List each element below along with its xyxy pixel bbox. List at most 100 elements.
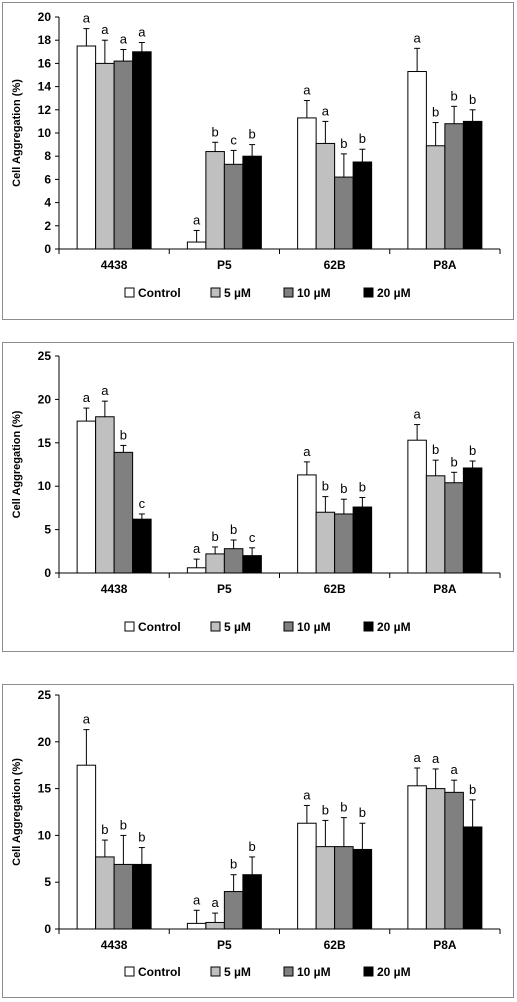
significance-letter: b [212, 529, 219, 544]
significance-letter: a [83, 390, 91, 405]
significance-letter: b [340, 136, 347, 151]
chart-3: 0 5 10 15 20 25 Cell Aggregation (%) 4438 P5 62B P… [11, 688, 501, 979]
y-tick-label: 14 [38, 80, 52, 94]
significance-letter: a [451, 762, 459, 777]
y-tick-label: 5 [44, 875, 51, 889]
significance-letter: b [451, 454, 458, 469]
significance-letter: a [303, 83, 311, 98]
x-tick-label: P8A [433, 258, 457, 272]
bar [186, 922, 207, 930]
legend-swatch [363, 621, 374, 632]
y-tick-label: 10 [38, 126, 52, 140]
bar [113, 451, 134, 574]
y-tick-label: 20 [38, 10, 52, 24]
bar [407, 785, 427, 930]
bar [95, 856, 115, 930]
x-tick-label: 4438 [101, 938, 128, 952]
y-tick-label: 15 [38, 436, 52, 450]
bar [76, 45, 97, 250]
chart-2: 0 5 10 15 20 25 Cell Aggregation (%) 4438 P5 62B P… [11, 349, 501, 634]
bar [297, 822, 317, 930]
significance-letter: b [432, 105, 439, 120]
bar [315, 846, 336, 930]
significance-letter: b [322, 802, 329, 817]
legend-label: 10 µM [297, 965, 331, 979]
bar [132, 863, 152, 930]
bar [223, 891, 244, 930]
significance-letter: a [83, 712, 91, 727]
significance-letter: c [249, 530, 256, 545]
chart-panel-3: 0 5 10 15 20 25 Cell Aggregation (%) 4438 P5 62B P… [2, 684, 514, 998]
significance-letter: a [303, 444, 311, 459]
bar [132, 51, 152, 250]
bar [297, 117, 317, 250]
bar [205, 921, 225, 930]
bar [444, 791, 464, 930]
legend-swatch [283, 287, 294, 298]
bar [444, 123, 464, 250]
y-tick-label: 5 [44, 523, 51, 537]
bar [76, 420, 97, 574]
bar [444, 482, 464, 574]
bar [223, 163, 244, 250]
legend-swatch [124, 966, 135, 977]
chart-1: 0 2 4 6 8 10 12 14 16 18 20 Cell Aggregation (%) 443… [11, 10, 501, 300]
x-tick-label: 4438 [101, 582, 128, 596]
bar [462, 120, 483, 250]
bar [425, 475, 446, 574]
significance-letter: a [212, 895, 220, 910]
bar [334, 513, 354, 574]
bar [186, 567, 207, 574]
y-tick-label: 18 [38, 33, 52, 47]
significance-letter: a [138, 25, 146, 40]
legend-label: Control [138, 620, 181, 634]
bar [223, 548, 244, 574]
significance-letter: b [138, 830, 145, 845]
bar [315, 511, 336, 574]
y-tick-label: 8 [44, 149, 51, 163]
significance-letter: a [83, 11, 91, 26]
significance-letter: b [120, 817, 127, 832]
bar [334, 176, 354, 250]
significance-letter: b [340, 481, 347, 496]
significance-letter: a [101, 22, 109, 37]
y-axis-label: Cell Aggregation (%) [11, 758, 23, 866]
significance-letter: a [120, 31, 128, 46]
x-tick-label: 62B [324, 938, 346, 952]
x-tick-label: P8A [433, 938, 457, 952]
bar [205, 553, 225, 574]
legend-swatch [283, 621, 294, 632]
y-tick-label: 0 [44, 242, 51, 256]
legend-label: 10 µM [297, 286, 331, 300]
significance-letter: b [359, 131, 366, 146]
bar [95, 416, 115, 574]
bar [425, 788, 446, 930]
y-tick-label: 6 [44, 172, 51, 186]
significance-letter: a [193, 212, 201, 227]
significance-letter: b [359, 805, 366, 820]
significance-letter: c [139, 496, 146, 511]
significance-letter: b [451, 88, 458, 103]
bar [407, 439, 427, 574]
legend-label: 5 µM [224, 286, 251, 300]
y-axis-label: Cell Aggregation (%) [11, 410, 23, 518]
legend-label: 5 µM [224, 965, 251, 979]
significance-letter: b [469, 92, 476, 107]
x-tick-label: P8A [433, 582, 457, 596]
bar [462, 467, 483, 574]
chart-panel-1: 0 2 4 6 8 10 12 14 16 18 20 Cell Aggregation (%) 443… [2, 2, 514, 320]
y-tick-label: 2 [44, 219, 51, 233]
bar [205, 151, 225, 250]
x-tick-label: 62B [324, 582, 346, 596]
significance-letter: a [414, 750, 422, 765]
y-tick-label: 20 [38, 735, 52, 749]
significance-letter: b [469, 443, 476, 458]
bar [352, 848, 373, 930]
legend-label: Control [138, 286, 181, 300]
legend-swatch [124, 621, 135, 632]
significance-letter: b [340, 800, 347, 815]
bar [407, 71, 427, 250]
legend-label: Control [138, 965, 181, 979]
bar [352, 506, 373, 574]
significance-letter: a [414, 30, 422, 45]
